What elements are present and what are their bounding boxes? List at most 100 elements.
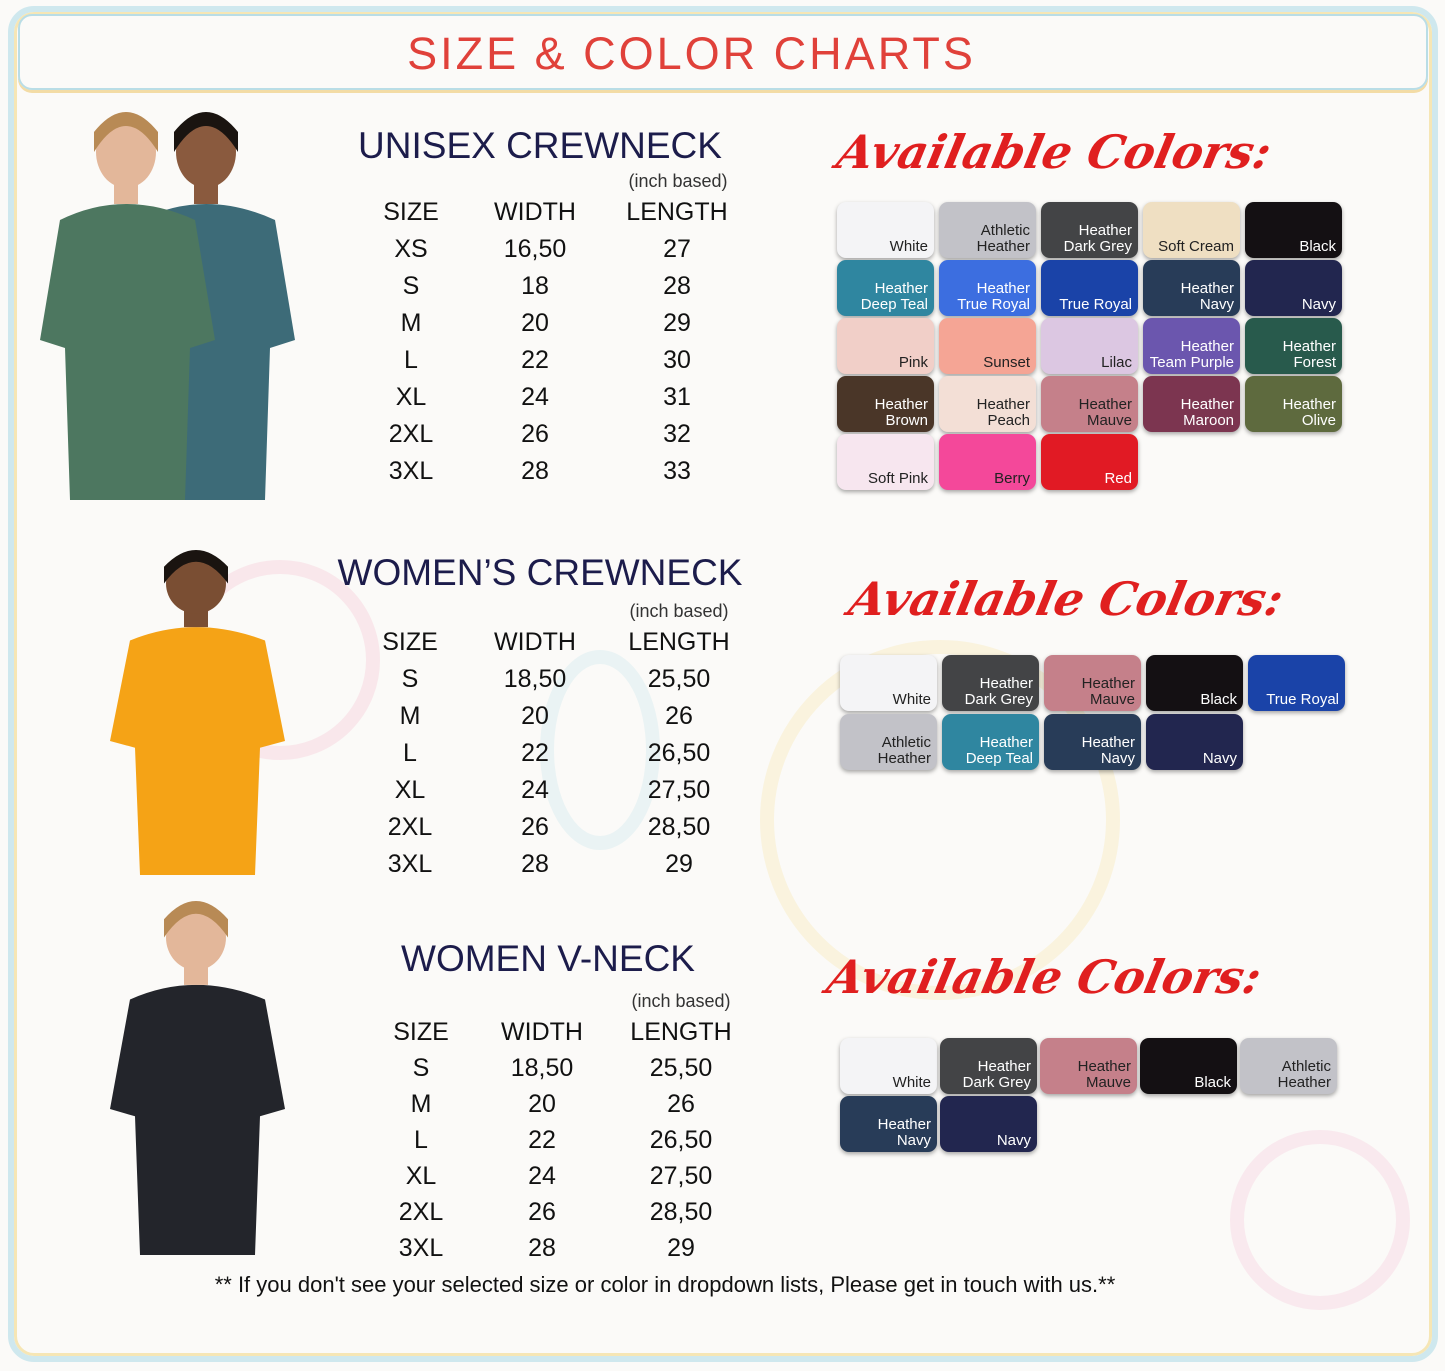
size-table-cell: 24	[528, 1162, 556, 1190]
size-table-cell: S	[412, 1054, 430, 1082]
size-table-cell: 28,50	[649, 1198, 713, 1226]
size-table-cell: 26	[665, 702, 693, 730]
color-swatch[interactable]: Pink	[837, 318, 934, 374]
color-swatch[interactable]: Black	[1140, 1038, 1237, 1094]
size-table-cell: XL	[395, 383, 427, 411]
color-swatch[interactable]: Heather Brown	[837, 376, 934, 432]
size-table-cell: 26	[528, 1198, 556, 1226]
column-header: LENGTH	[630, 1018, 732, 1046]
size-table-cell: 2XL	[387, 813, 433, 841]
color-swatch[interactable]: Heather Mauve	[1044, 655, 1141, 711]
color-swatch[interactable]: Sunset	[939, 318, 1036, 374]
model-photo	[110, 550, 285, 875]
color-swatch-label: Heather Deep Teal	[860, 280, 928, 313]
size-table-cell: 2XL	[398, 1198, 444, 1226]
model-photo	[40, 112, 295, 500]
color-swatch[interactable]: True Royal	[1248, 655, 1345, 711]
color-swatch[interactable]: Heather Mauve	[1040, 1038, 1137, 1094]
color-swatch[interactable]: Soft Pink	[837, 434, 934, 490]
color-swatch[interactable]: True Royal	[1041, 260, 1138, 316]
color-swatch[interactable]: Athletic Heather	[840, 714, 937, 770]
column-header: WIDTH	[494, 628, 576, 656]
color-swatch-label: Heather Dark Grey	[962, 1058, 1031, 1091]
color-swatch[interactable]: Red	[1041, 434, 1138, 490]
color-swatch-label: Heather Deep Teal	[965, 734, 1033, 767]
size-table-cell: 29	[665, 850, 693, 878]
color-swatch-label: Heather Olive	[1282, 396, 1336, 429]
section-title: UNISEX CREWNECK	[358, 125, 722, 166]
size-table-cell: 2XL	[388, 420, 434, 448]
size-table-cell: 24	[521, 383, 549, 411]
color-swatch[interactable]: Black	[1245, 202, 1342, 258]
color-swatch-label: Pink	[898, 354, 928, 371]
color-swatch-label: Athletic Heather	[976, 222, 1030, 255]
color-swatch[interactable]: Heather Maroon	[1143, 376, 1240, 432]
color-swatch-label: Heather Maroon	[1180, 396, 1234, 429]
color-swatch[interactable]: Heather Navy	[1044, 714, 1141, 770]
available-colors-heading: Available Colors:	[844, 572, 1289, 626]
title-banner	[18, 14, 1428, 90]
color-swatch[interactable]: Berry	[939, 434, 1036, 490]
size-table-cell: L	[404, 346, 418, 374]
color-swatch[interactable]: White	[840, 655, 937, 711]
color-swatch[interactable]: Navy	[1245, 260, 1342, 316]
size-table-cell: 33	[663, 457, 691, 485]
color-swatch[interactable]: Athletic Heather	[1240, 1038, 1337, 1094]
size-table-cell: 22	[528, 1126, 556, 1154]
color-swatch[interactable]: Heather Deep Teal	[942, 714, 1039, 770]
size-table-cell: 18,50	[503, 665, 567, 693]
size-table-cell: 3XL	[398, 1234, 444, 1262]
color-swatch[interactable]: Heather Dark Grey	[940, 1038, 1037, 1094]
color-swatch-label: White	[892, 691, 931, 708]
color-swatch[interactable]: Heather Team Purple	[1143, 318, 1240, 374]
color-swatch[interactable]: Heather Olive	[1245, 376, 1342, 432]
color-swatch[interactable]: Heather True Royal	[939, 260, 1036, 316]
size-table-cell: 20	[528, 1090, 556, 1118]
color-swatch-label: Heather True Royal	[957, 280, 1030, 313]
size-table-cell: 18,50	[510, 1054, 574, 1082]
color-swatch-label: Navy	[996, 1132, 1031, 1149]
size-table-cell: 3XL	[388, 457, 434, 485]
size-table-cell: 27,50	[647, 776, 711, 804]
size-table-cell: 20	[521, 309, 549, 337]
color-swatch-label: Navy	[1202, 750, 1237, 767]
size-table-cell: XL	[394, 776, 426, 804]
size-table-cell: 22	[521, 346, 549, 374]
color-swatch-label: Soft Cream	[1158, 238, 1234, 255]
color-swatch[interactable]: Heather Deep Teal	[837, 260, 934, 316]
column-header: LENGTH	[628, 628, 730, 656]
color-swatch[interactable]: White	[837, 202, 934, 258]
size-table-cell: 27,50	[649, 1162, 713, 1190]
color-swatch[interactable]: Heather Peach	[939, 376, 1036, 432]
color-swatch-label: Heather Navy	[1180, 280, 1234, 313]
color-swatch-label: Sunset	[983, 354, 1030, 371]
color-swatch[interactable]: Lilac	[1041, 318, 1138, 374]
available-colors-heading: Available Colors:	[832, 125, 1277, 179]
size-table-cell: S	[401, 665, 419, 693]
size-table-cell: 29	[663, 309, 691, 337]
color-swatch-label: Black	[1299, 238, 1336, 255]
color-swatch[interactable]: Heather Forest	[1245, 318, 1342, 374]
size-table-cell: M	[410, 1090, 432, 1118]
color-swatch[interactable]: Heather Navy	[840, 1096, 937, 1152]
size-table-cell: 22	[521, 739, 549, 767]
size-table-cell: 3XL	[387, 850, 433, 878]
footer-note: ** If you don't see your selected size o…	[214, 1272, 1116, 1297]
color-swatch-label: Heather Mauve	[1081, 675, 1135, 708]
color-swatch[interactable]: Navy	[940, 1096, 1037, 1152]
color-swatch[interactable]: Heather Mauve	[1041, 376, 1138, 432]
color-swatch-label: White	[889, 238, 928, 255]
color-swatch-label: Soft Pink	[867, 470, 928, 487]
color-swatch[interactable]: Soft Cream	[1143, 202, 1240, 258]
color-swatch[interactable]: Black	[1146, 655, 1243, 711]
color-swatch[interactable]: White	[840, 1038, 937, 1094]
color-swatch[interactable]: Navy	[1146, 714, 1243, 770]
color-swatch-label: Navy	[1301, 296, 1336, 313]
size-table-cell: 25,50	[647, 665, 711, 693]
color-swatch[interactable]: Athletic Heather	[939, 202, 1036, 258]
color-swatch[interactable]: Heather Dark Grey	[942, 655, 1039, 711]
color-swatch[interactable]: Heather Dark Grey	[1041, 202, 1138, 258]
color-swatch-label: Heather Forest	[1282, 338, 1336, 371]
color-swatch[interactable]: Heather Navy	[1143, 260, 1240, 316]
size-table-cell: 31	[663, 383, 691, 411]
